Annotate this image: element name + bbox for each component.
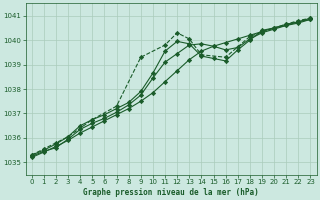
X-axis label: Graphe pression niveau de la mer (hPa): Graphe pression niveau de la mer (hPa) [83,188,259,197]
